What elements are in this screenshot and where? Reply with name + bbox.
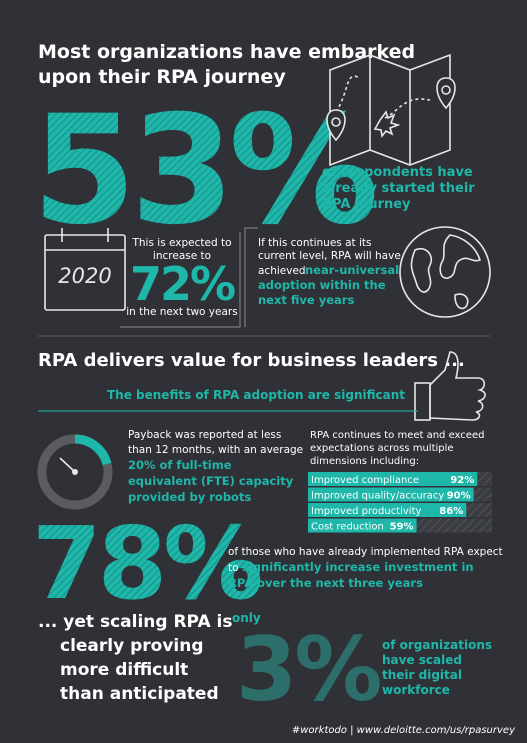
gauge-icon <box>37 434 113 510</box>
bar <box>308 503 467 517</box>
map-icon <box>326 53 456 167</box>
section-title: upon their RPA journey <box>38 66 286 88</box>
payback-text: than 12 months, with an average <box>128 444 303 456</box>
trend-highlight: next five years <box>258 293 354 307</box>
thumbs-up-icon <box>414 351 486 421</box>
bar-label: Improved productivity <box>311 506 422 517</box>
section-title: than anticipated <box>60 684 219 704</box>
benefits-chart: Improved compliance 92% Improved quality/a… <box>308 472 492 533</box>
bar <box>308 487 474 502</box>
bar-label: Cost reduction <box>311 522 384 533</box>
expectations-text: dimensions including: <box>310 456 419 467</box>
trend-text: current level, RPA will have <box>258 250 401 262</box>
stat-caption: already started their <box>322 181 475 196</box>
footer: #worktodo | www.deloitte.com/us/rpasurve… <box>292 725 516 736</box>
value-label: 59% <box>390 522 414 533</box>
trend-text: If this continues at its <box>258 237 372 249</box>
bar-label: Improved compliance <box>311 475 419 486</box>
value-label: 90% <box>447 491 471 502</box>
stat-caption: of respondents have <box>322 165 473 180</box>
payback-highlight: 20% of full-time <box>128 458 232 472</box>
section-title: Most organizations have embarked <box>38 41 415 63</box>
stat-caption: RPA journey <box>322 197 411 212</box>
forecast-text: This is expected to <box>131 237 231 249</box>
bracket <box>244 227 258 327</box>
big-stat: 78% <box>32 505 261 622</box>
bar-label: Improved quality/accuracy <box>311 491 444 502</box>
section-subtitle: The benefits of RPA adoption are signifi… <box>107 388 405 402</box>
calendar-icon <box>44 228 126 311</box>
forecast-text: in the next two years <box>126 306 237 318</box>
bar <box>308 518 417 533</box>
section-title: more difficult <box>60 660 188 680</box>
globe-icon <box>399 226 491 318</box>
payback-highlight: equivalent (FTE) capacity <box>128 474 294 488</box>
section-title: ... yet scaling RPA is <box>38 612 232 632</box>
stat-caption: their digital <box>382 668 462 682</box>
expectations-text: RPA continues to meet and exceed <box>310 430 484 441</box>
investment-highlight: significantly increase investment in <box>242 560 474 574</box>
qualifier: only <box>232 611 261 625</box>
big-stat: 53% <box>32 84 375 258</box>
section-title: clearly proving <box>60 636 204 656</box>
value-label: 92% <box>450 475 474 486</box>
forecast-text: increase to <box>153 250 211 262</box>
value-label: 86% <box>439 506 463 517</box>
investment-highlight: RPA over the next three years <box>228 576 423 590</box>
bracket <box>120 232 241 328</box>
section-title: RPA delivers value for business leaders … <box>38 350 465 371</box>
stat-caption: have scaled <box>382 653 462 667</box>
trend-highlight: near-universal <box>305 263 399 277</box>
investment-text: of those who have already implemented RP… <box>228 546 503 558</box>
forecast-stat: 72% <box>130 257 235 311</box>
stat-caption: workforce <box>382 683 450 697</box>
stat-caption: of organizations <box>382 638 492 652</box>
bar <box>308 472 478 486</box>
payback-highlight: provided by robots <box>128 490 251 504</box>
expectations-text: expectations across multiple <box>310 443 454 454</box>
trend-text: achieved <box>258 265 306 277</box>
trend-highlight: adoption within the <box>258 278 386 292</box>
payback-text: Payback was reported at less <box>128 429 281 441</box>
calendar-year: 2020 <box>58 264 111 288</box>
investment-text: to <box>228 562 239 574</box>
big-stat: 3% <box>236 618 380 721</box>
